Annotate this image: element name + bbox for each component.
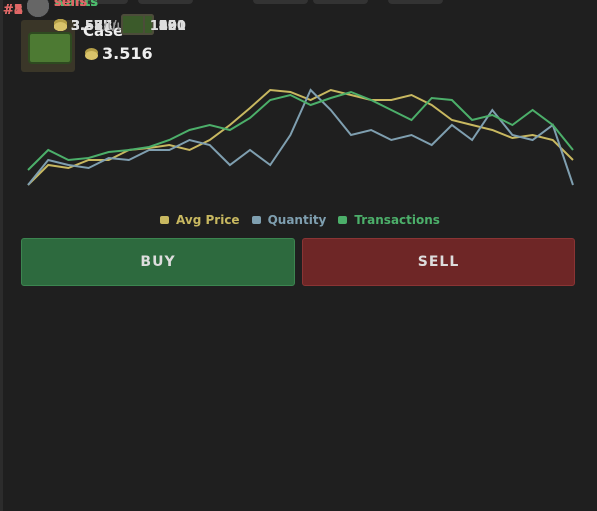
order-detail: 3.58/u 15 — [54, 14, 168, 35]
action: wants — [54, 0, 98, 10]
rank: #3 — [3, 3, 23, 18]
price: 3.58 — [71, 19, 104, 34]
chart — [27, 88, 574, 186]
action: sells — [54, 0, 88, 10]
quantity: 92 — [158, 19, 177, 34]
series-line — [27, 88, 574, 186]
action: wants — [54, 0, 98, 10]
rank: #2 — [3, 3, 23, 18]
sell-button[interactable]: SELL — [302, 238, 575, 286]
action: wants — [54, 0, 98, 10]
legend-entry: Quantity — [249, 213, 330, 227]
action: sells — [54, 0, 88, 10]
unit: /u — [103, 19, 116, 34]
price: 3.516 — [102, 44, 153, 63]
legend-icon — [338, 216, 348, 224]
buy-button[interactable]: BUY — [21, 238, 295, 286]
quantity: 18 — [149, 19, 168, 34]
price: 3.55 — [71, 19, 104, 34]
action: sells — [54, 0, 88, 10]
series-line — [27, 90, 574, 171]
price: 3.578 — [71, 19, 113, 34]
legend-icon — [251, 216, 261, 224]
rank: #1 — [3, 3, 23, 18]
item-title: Case — [83, 22, 124, 40]
rank: #3 — [3, 3, 23, 18]
quantity: 49 — [158, 19, 177, 34]
price: 3.578 — [71, 19, 113, 34]
unit: /u — [103, 19, 116, 34]
quantity: 10 — [158, 19, 177, 34]
price: 3.552 — [71, 19, 113, 34]
rank: #2 — [3, 3, 23, 18]
rank: #4 — [3, 3, 23, 18]
item-price: 3.516 — [85, 44, 153, 63]
price: 3.557 — [71, 19, 113, 34]
price: 3.553 — [71, 19, 113, 34]
price: 3.525 — [71, 19, 113, 34]
series-line — [27, 88, 574, 186]
legend-icon — [160, 216, 170, 224]
legend: Avg Price Quantity Transactions — [3, 213, 597, 227]
box-icon — [120, 14, 145, 35]
rank: #1 — [3, 3, 23, 18]
quantity: 40 — [158, 19, 177, 34]
quantity: 251 — [158, 19, 186, 34]
rank: #5 — [3, 3, 23, 18]
coin-icon — [54, 22, 67, 31]
avatar — [27, 0, 49, 17]
action: sells — [54, 0, 88, 10]
quantity: 200 — [158, 19, 186, 34]
action: sells — [54, 0, 88, 10]
legend-label: Transactions — [354, 213, 440, 227]
rank: #4 — [3, 3, 23, 18]
legend-entry: Transactions — [335, 213, 443, 227]
action: wants — [54, 0, 98, 10]
price: 3.525 — [71, 19, 113, 34]
action: wants — [54, 0, 98, 10]
legend-label: Avg Price — [176, 213, 240, 227]
quantity: 1 — [158, 19, 168, 34]
rank: #5 — [3, 3, 23, 18]
quantity: 30 — [158, 19, 177, 34]
quantity: 15 — [149, 19, 168, 34]
legend-entry: Avg Price — [157, 213, 243, 227]
price: 3.578 — [71, 19, 113, 34]
legend-label: Quantity — [267, 213, 327, 227]
